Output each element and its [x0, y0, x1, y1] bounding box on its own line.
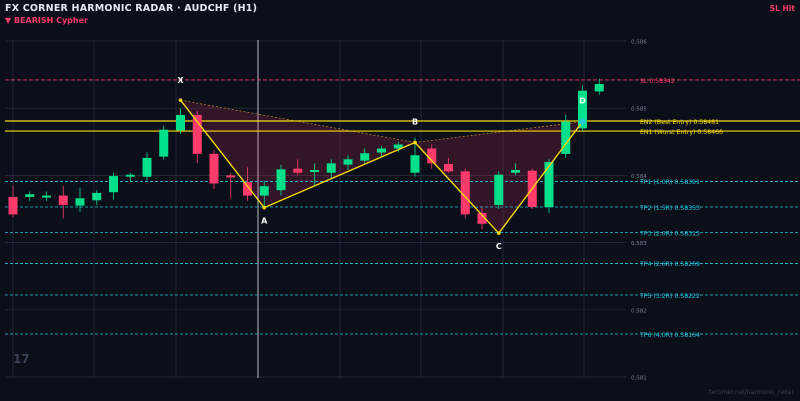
chart-title: FX CORNER HARMONIC RADAR · AUDCHF (H1) [5, 3, 258, 14]
candle-body [477, 213, 487, 224]
pattern-lines [178, 98, 586, 235]
candle-body [276, 169, 286, 191]
point-label-a: A [261, 217, 268, 226]
candle-body [544, 161, 554, 207]
candle-body [226, 175, 236, 178]
candle-body [92, 192, 102, 201]
candle-body [109, 176, 118, 193]
point-label-d: D [579, 97, 586, 106]
pattern-leg-XA [179, 99, 265, 209]
y-tick-label: 0.583 [631, 241, 647, 247]
candle-body [427, 148, 437, 164]
level-label-tp: TP3 (2.0R) 0.58315 [639, 230, 700, 237]
level-label-tp: TP2 (1.5R) 0.58353 [639, 205, 700, 212]
pattern-point-x [178, 98, 183, 102]
watermark-logo: 17 [13, 352, 30, 366]
y-tick-label: 0.584 [631, 174, 647, 180]
level-label-tp: TP1 (1.0R) 0.58391 [639, 179, 700, 186]
pattern-point-b [413, 140, 417, 145]
candle-body [326, 163, 336, 173]
point-label-x: X [177, 76, 184, 85]
candle-body [343, 159, 353, 165]
candle-body [125, 174, 135, 177]
pattern-point-d [579, 118, 586, 125]
candle-body [25, 194, 35, 197]
point-label-c: C [496, 242, 502, 251]
pattern-point-a [262, 205, 267, 210]
y-tick-label: 0.582 [631, 308, 647, 314]
candle-body [460, 171, 470, 215]
y-tick-label: 0.586 [631, 40, 647, 46]
y-axis: 0.581 0.582 0.583 0.584 0.585 0.586 [631, 40, 647, 382]
pattern-leg-AB [263, 141, 416, 209]
candle-body [561, 121, 571, 154]
candle-body [259, 186, 269, 196]
candle-body [444, 163, 453, 172]
candle-body [75, 198, 85, 206]
candle-body [293, 168, 303, 173]
candle-body [192, 114, 202, 154]
candle-body [494, 174, 504, 205]
candle-body [243, 182, 252, 196]
levels: SL 0.58542 EN2 (Best Entry) 0.58481 EN1 (W… [5, 78, 800, 339]
candle-body [393, 144, 403, 149]
candle-body [310, 170, 319, 173]
candle-body [511, 170, 520, 173]
xab-triangle [180, 100, 415, 208]
candle-body [410, 155, 420, 173]
level-label-entry: EN2 (Best Entry) 0.58481 [640, 119, 719, 126]
pattern-leg-CD [498, 121, 584, 234]
bd-dashed [414, 121, 583, 143]
point-label-b: B [412, 117, 418, 126]
y-tick-label: 0.581 [631, 376, 647, 382]
level-label-entry: EN1 (Worst Entry) 0.58466 [640, 129, 723, 136]
candle-body [594, 84, 604, 92]
candle-body [58, 195, 68, 205]
candle-body [159, 129, 169, 157]
y-tick-label: 0.585 [631, 107, 647, 113]
level-label-tp: TP4 (2.6R) 0.58269 [639, 261, 700, 268]
candle-body [176, 114, 185, 131]
candle-body [360, 153, 370, 161]
pattern-leg-BC [414, 141, 500, 234]
level-label-sl: SL 0.58542 [640, 78, 675, 85]
status-badge: SL Hit [769, 4, 795, 13]
candle-body [209, 153, 219, 184]
pattern-point-c [496, 231, 501, 235]
candle-body [578, 90, 587, 129]
pattern-label: ▼ BEARISH Cypher [5, 16, 88, 25]
candle-body [142, 157, 152, 177]
watermark-source: fxcorner.net/harmonic_radar [708, 389, 794, 396]
candle-body [377, 148, 386, 153]
candle-body [8, 196, 18, 215]
level-label-tp: TP5 (3.2R) 0.58222 [639, 293, 700, 300]
pattern-fill [180, 99, 583, 234]
candle-body [42, 195, 51, 198]
labels: X A B C D [177, 76, 586, 251]
grid [5, 40, 627, 378]
level-label-tp: TP6 (4.0R) 0.58164 [639, 332, 700, 339]
